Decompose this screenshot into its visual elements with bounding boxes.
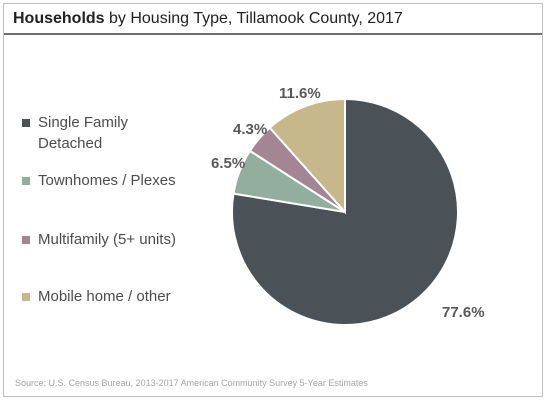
legend-label: Townhomes / Plexes xyxy=(38,172,176,189)
legend-item-multifamily: Multifamily (5+ units) xyxy=(22,229,197,250)
legend-item-mobile-home: Mobile home / other xyxy=(22,286,197,307)
data-label-single-family: 77.6% xyxy=(442,304,485,321)
legend-item-townhomes: Townhomes / Plexes xyxy=(22,170,197,191)
legend-swatch xyxy=(22,293,30,301)
legend-swatch xyxy=(22,236,30,244)
legend-label: Multifamily (5+ units) xyxy=(38,231,176,248)
pie-slice-single-family xyxy=(230,97,459,326)
legend-swatch xyxy=(22,177,30,185)
legend-label: Single Family Detached xyxy=(38,114,129,152)
data-label-multifamily: 4.3% xyxy=(233,121,267,138)
chart-title-rest: by Housing Type, Tillamook County, 2017 xyxy=(104,10,403,27)
legend-label: Mobile home / other xyxy=(38,288,171,305)
chart-title-bold: Households xyxy=(13,10,105,27)
legend-swatch xyxy=(22,119,30,127)
pie-slice-mobile-home xyxy=(268,97,346,215)
data-label-townhomes: 6.5% xyxy=(211,155,245,172)
title-divider xyxy=(4,33,542,35)
chart-frame xyxy=(3,3,543,397)
legend-item-single-family: Single Family Detached xyxy=(22,112,197,154)
source-note: Source: U.S. Census Bureau, 2013-2017 Am… xyxy=(15,378,368,388)
data-label-mobile-home: 11.6% xyxy=(279,85,321,102)
chart-title: Households by Housing Type, Tillamook Co… xyxy=(13,10,403,28)
